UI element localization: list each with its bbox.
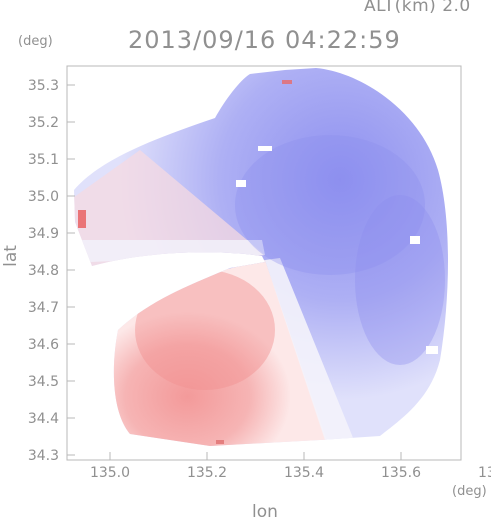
x-tick-label: 135.4 [284,465,324,481]
plot-frame [66,65,462,461]
y-tick-label: 34.9 [28,226,59,242]
y-tick-label: 35.3 [28,78,59,94]
velocity-field [74,68,448,446]
y-tick-label: 35.2 [28,115,59,131]
x-tick-label: 135.0 [90,465,130,481]
x-axis-unit: (deg) [452,484,487,499]
y-tick-label: 35.1 [28,152,59,168]
y-tick-label: 34.5 [28,374,59,390]
x-tick-label: 135.6 [381,465,421,481]
y-tick-label: 34.3 [28,448,59,464]
y-tick-label: 35.0 [28,189,59,205]
x-tick-label: 135.8 [478,465,491,481]
altitude-label: ALT(km) 2.0 [364,0,471,16]
y-tick-group: 35.3 35.2 35.1 35.0 34.9 34.8 34.7 34.6 34.5 34.4… [28,78,75,464]
y-tick-label: 34.8 [28,263,59,279]
y-tick-label: 34.7 [28,300,59,316]
y-tick-label: 34.6 [28,337,59,353]
timestamp-title: 2013/09/16 04:22:59 [128,26,401,54]
y-tick-label: 34.4 [28,411,59,427]
x-tick-label: 135.2 [187,465,227,481]
x-axis-label: lon [252,502,278,522]
y-axis-unit: (deg) [18,34,53,49]
